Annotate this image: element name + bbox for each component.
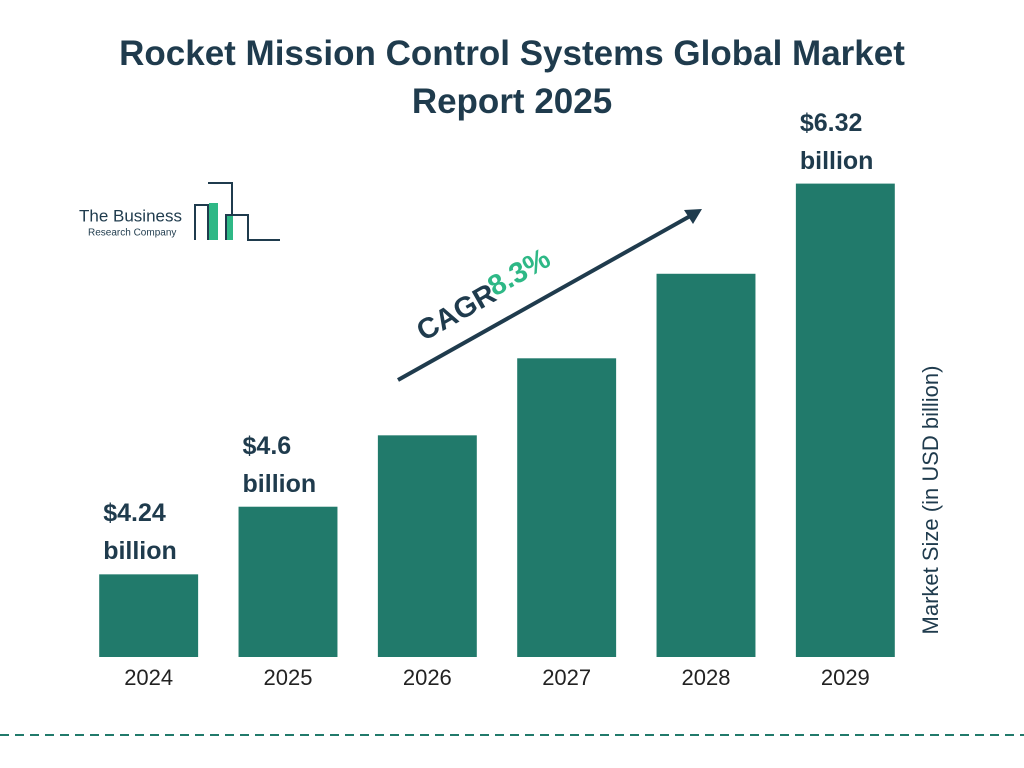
x-tick-label: 2024 — [124, 665, 173, 690]
cagr-arrowhead — [684, 209, 702, 224]
logo — [194, 182, 280, 241]
logo-shape — [209, 203, 218, 240]
logo-shape — [227, 216, 233, 240]
x-tick-label: 2029 — [821, 665, 870, 690]
x-tick-label: 2026 — [403, 665, 452, 690]
logo-shape — [194, 204, 209, 240]
bar — [99, 574, 199, 657]
logo-name: The Business — [79, 206, 182, 225]
value-label: $6.32 billion — [799, 108, 874, 175]
chart-title: Rocket Mission Control Systems Global Ma… — [119, 34, 905, 121]
bar — [377, 435, 477, 657]
value-label: $4.6 billion — [242, 431, 317, 498]
cagr-arrow — [397, 213, 693, 382]
cagr-label: CAGR — [411, 278, 501, 348]
value-label: $4.24 billion — [103, 499, 177, 566]
x-tick-label: 2025 — [264, 665, 313, 690]
bar — [795, 183, 895, 657]
x-tick-label: 2028 — [682, 665, 731, 690]
logo-subname: Research Company — [88, 228, 176, 239]
bar — [656, 273, 756, 657]
cagr-value: 8.3% — [483, 242, 556, 303]
x-tick-label: 2027 — [542, 665, 591, 690]
bar — [238, 506, 338, 657]
logo-shape — [225, 214, 280, 241]
bar — [517, 358, 617, 657]
y-axis-label: Market Size (in USD billion) — [918, 366, 943, 635]
